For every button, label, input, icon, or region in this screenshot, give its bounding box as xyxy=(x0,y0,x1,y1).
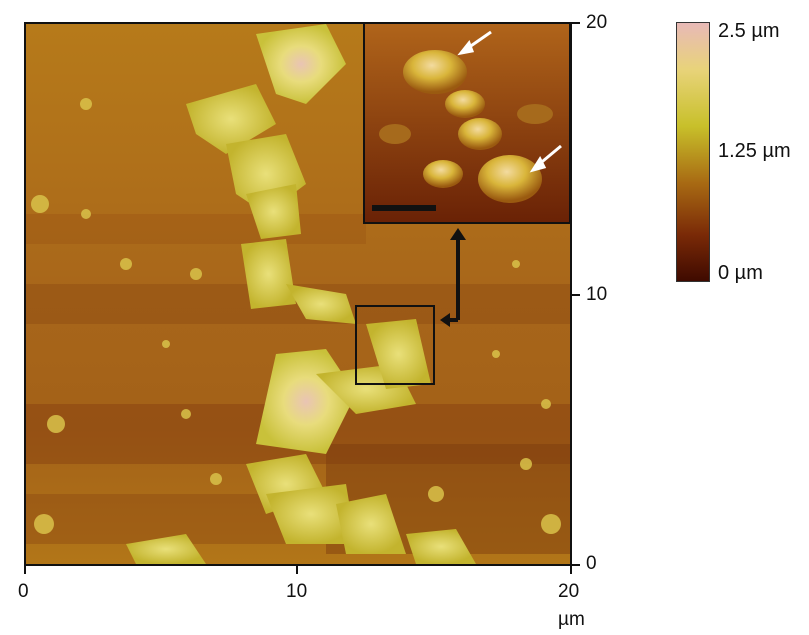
x-tick-mark xyxy=(296,566,298,574)
inset-3d-rendering xyxy=(365,24,569,222)
white-arrow-icon xyxy=(529,144,562,173)
y-tick-label: 0 xyxy=(586,553,597,574)
y-tick-label: 10 xyxy=(586,284,608,305)
inset-scale-bar xyxy=(372,205,436,211)
y-tick-mark xyxy=(572,294,580,296)
white-arrow-icon xyxy=(457,30,492,56)
height-colorbar xyxy=(676,22,710,282)
inset-3d-view xyxy=(363,22,571,224)
x-tick-mark xyxy=(570,566,572,574)
afm-height-image xyxy=(24,22,572,566)
x-tick-label: 20 xyxy=(558,581,580,602)
region-of-interest-box xyxy=(355,305,435,385)
x-axis-unit: µm xyxy=(558,609,585,630)
x-tick-label: 0 xyxy=(18,581,29,602)
x-tick-mark xyxy=(24,566,26,574)
y-tick-mark xyxy=(572,564,580,566)
y-tick-mark xyxy=(572,22,580,24)
afm-surface-rendering xyxy=(26,24,570,564)
colorbar-max-label: 2.5 µm xyxy=(718,20,780,42)
colorbar-min-label: 0 µm xyxy=(718,262,763,284)
colorbar-mid-label: 1.25 µm xyxy=(718,140,791,162)
x-tick-label: 10 xyxy=(286,581,308,602)
double-headed-arrow-icon xyxy=(440,228,466,327)
y-tick-label: 20 xyxy=(586,12,608,33)
